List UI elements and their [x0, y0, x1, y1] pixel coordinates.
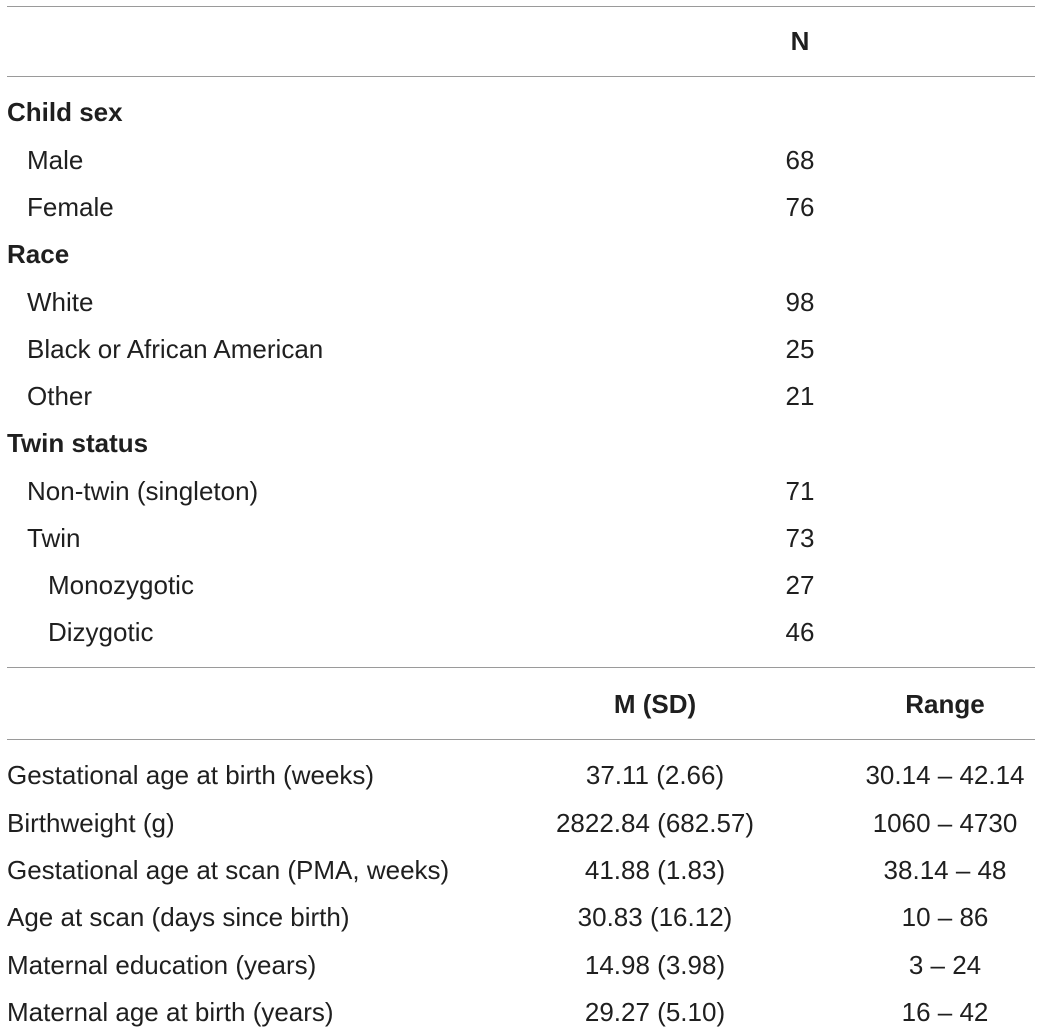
- table-row: Gestational age at birth (weeks) 37.11 (…: [0, 758, 1040, 792]
- header-row-n: N: [0, 24, 1040, 58]
- row-range: 10 – 86: [901, 902, 989, 932]
- section-rule: [7, 667, 1035, 668]
- row-label: Monozygotic: [48, 570, 194, 600]
- row-label: Dizygotic: [48, 617, 154, 647]
- top-rule: [7, 6, 1035, 7]
- row-label: Birthweight (g): [7, 808, 175, 838]
- row-count: 71: [785, 476, 815, 506]
- row-label: Male: [27, 145, 84, 175]
- table-row: Dizygotic 46: [0, 615, 1040, 649]
- table-row: Female 76: [0, 190, 1040, 224]
- row-count: 25: [785, 334, 815, 364]
- group-label: Race: [7, 239, 70, 269]
- column-header-range: Range: [905, 689, 985, 719]
- row-count: 98: [785, 287, 815, 317]
- row-range: 3 – 24: [908, 950, 982, 980]
- table-row: Non-twin (singleton) 71: [0, 474, 1040, 508]
- row-label: Female: [27, 192, 114, 222]
- table-row: Male 68: [0, 143, 1040, 177]
- row-label: Black or African American: [27, 334, 324, 364]
- column-header-m-sd: M (SD): [613, 689, 697, 719]
- row-range: 1060 – 4730: [872, 808, 1018, 838]
- row-label: White: [27, 287, 94, 317]
- row-range: 30.14 – 42.14: [865, 760, 1025, 790]
- header-rule-2: [7, 739, 1035, 740]
- row-range: 38.14 – 48: [883, 855, 1007, 885]
- row-count: 46: [785, 617, 815, 647]
- row-label: Age at scan (days since birth): [7, 902, 350, 932]
- column-header-n: N: [790, 26, 810, 56]
- group-row-race: Race: [0, 237, 1040, 271]
- table-row: Twin 73: [0, 521, 1040, 555]
- row-count: 76: [785, 192, 815, 222]
- row-label: Gestational age at scan (PMA, weeks): [7, 855, 450, 885]
- header-row-stats: M (SD) Range: [0, 687, 1040, 721]
- row-label: Maternal age at birth (years): [7, 997, 334, 1027]
- row-mean-sd: 29.27 (5.10): [584, 997, 726, 1027]
- table-row: Black or African American 25: [0, 332, 1040, 366]
- row-label: Twin: [27, 523, 81, 553]
- row-mean-sd: 37.11 (2.66): [585, 760, 725, 790]
- row-count: 68: [785, 145, 815, 175]
- table-row: Gestational age at scan (PMA, weeks) 41.…: [0, 853, 1040, 887]
- table-row: Age at scan (days since birth) 30.83 (16…: [0, 900, 1040, 934]
- row-count: 21: [785, 381, 815, 411]
- row-mean-sd: 30.83 (16.12): [577, 902, 733, 932]
- row-mean-sd: 41.88 (1.83): [584, 855, 726, 885]
- row-mean-sd: 14.98 (3.98): [584, 950, 726, 980]
- group-row-child-sex: Child sex: [0, 95, 1040, 129]
- row-count: 27: [785, 570, 815, 600]
- group-label: Child sex: [7, 97, 123, 127]
- row-label: Maternal education (years): [7, 950, 317, 980]
- table-row: Maternal education (years) 14.98 (3.98) …: [0, 948, 1040, 982]
- table-row: Maternal age at birth (years) 29.27 (5.1…: [0, 995, 1040, 1029]
- table-row: White 98: [0, 285, 1040, 319]
- table-row: Monozygotic 27: [0, 568, 1040, 602]
- table-row: Birthweight (g) 2822.84 (682.57) 1060 – …: [0, 806, 1040, 840]
- group-label: Twin status: [7, 428, 149, 458]
- row-label: Gestational age at birth (weeks): [7, 760, 375, 790]
- header-rule: [7, 76, 1035, 77]
- table-row: Other 21: [0, 379, 1040, 413]
- row-range: 16 – 42: [901, 997, 989, 1027]
- row-label: Other: [27, 381, 93, 411]
- row-label: Non-twin (singleton): [27, 476, 259, 506]
- row-count: 73: [785, 523, 815, 553]
- group-row-twin-status: Twin status: [0, 426, 1040, 460]
- row-mean-sd: 2822.84 (682.57): [555, 808, 755, 838]
